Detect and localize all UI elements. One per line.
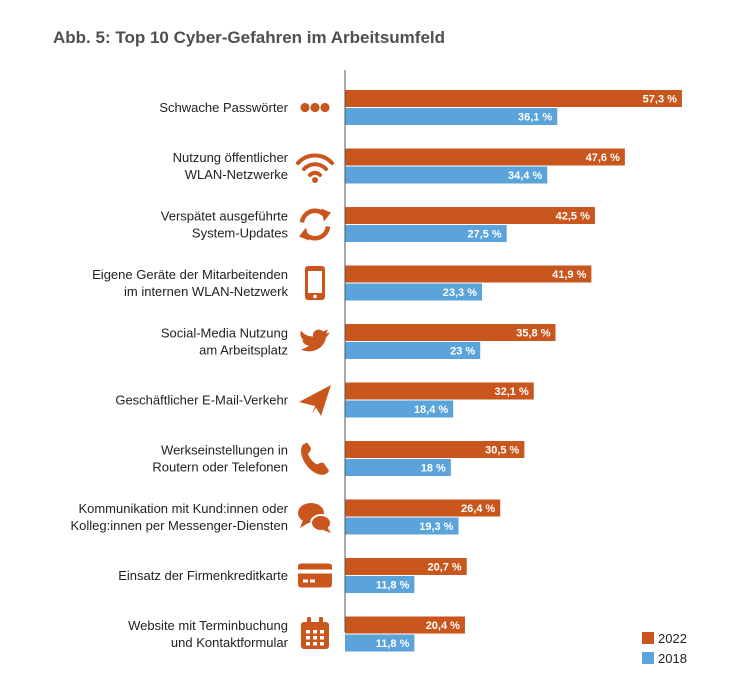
- calendar-icon: [301, 617, 329, 649]
- value-label: 18 %: [421, 463, 446, 475]
- bar-2018: [345, 166, 548, 184]
- value-label: 34,4 %: [508, 170, 542, 182]
- bar-2022: [345, 382, 534, 400]
- bar-2022: [345, 148, 625, 166]
- category-label: Schwache Passwörter: [159, 100, 288, 115]
- value-label: 11,8 %: [376, 580, 410, 592]
- bar-2018: [345, 283, 483, 301]
- value-label: 19,3 %: [419, 521, 453, 533]
- smartphone-icon: [305, 266, 325, 300]
- bar-2022: [345, 90, 682, 107]
- value-label: 27,5 %: [467, 229, 501, 241]
- value-label: 42,5 %: [556, 211, 590, 223]
- phone-icon: [301, 442, 329, 475]
- bar-2018: [345, 400, 454, 418]
- value-label: 35,8 %: [516, 328, 550, 340]
- bar-2018: [345, 517, 459, 535]
- category-label: Eigene Geräte der Mitarbeitenden im inter…: [92, 267, 288, 299]
- refresh-icon: [299, 208, 331, 241]
- value-label: 41,9 %: [552, 269, 586, 281]
- bar-2022: [345, 265, 592, 283]
- value-label: 47,6 %: [586, 152, 620, 164]
- bar-2018: [345, 108, 558, 125]
- chat-bubbles-icon: [298, 503, 332, 533]
- bar-2018: [345, 576, 415, 593]
- value-label: 20,7 %: [427, 562, 461, 574]
- bar-2018: [345, 634, 415, 652]
- wifi-icon: [296, 153, 334, 183]
- bar-2022: [345, 324, 556, 341]
- value-label: 36,1 %: [518, 112, 552, 124]
- value-label: 23,3 %: [443, 287, 477, 299]
- value-label: 57,3 %: [643, 94, 677, 106]
- credit-card-icon: [298, 563, 332, 588]
- category-label: Geschäftlicher E-Mail-Verkehr: [115, 393, 288, 408]
- category-label: Werkseinstellungen in Routern oder Telefo…: [152, 443, 288, 475]
- legend-label-2018: 2018: [658, 651, 687, 666]
- bar-2018: [345, 459, 451, 476]
- category-label: Social-Media Nutzung am Arbeitsplatz: [161, 326, 288, 358]
- category-label: Einsatz der Firmenkreditkarte: [118, 568, 288, 583]
- bar-2022: [345, 616, 465, 634]
- bar-2022: [345, 558, 467, 575]
- value-label: 11,8 %: [376, 638, 410, 650]
- twitter-icon: [300, 329, 330, 352]
- category-label: Kommunikation mit Kund:innen oder Kolleg:…: [70, 501, 288, 533]
- category-label: Website mit Terminbuchung und Kontaktform…: [128, 618, 289, 650]
- bar-2022: [345, 499, 501, 517]
- value-label: 20,4 %: [426, 620, 460, 632]
- chart-title: Abb. 5: Top 10 Cyber-Gefahren im Arbeits…: [53, 28, 446, 47]
- bar-2022: [345, 441, 525, 458]
- value-label: 32,1 %: [494, 386, 528, 398]
- value-label: 23 %: [450, 346, 475, 358]
- category-label: Verspätet ausgeführte System-Updates: [161, 209, 289, 241]
- value-label: 26,4 %: [461, 503, 495, 515]
- legend-swatch-2022: [642, 632, 654, 644]
- category-label: Nutzung öffentlicher WLAN-Netzwerke: [173, 150, 289, 182]
- paper-plane-icon: [299, 385, 331, 416]
- legend-swatch-2018: [642, 652, 654, 664]
- bar-2018: [345, 225, 507, 242]
- legend-label-2022: 2022: [658, 631, 687, 646]
- dots-icon: [300, 102, 330, 113]
- value-label: 18,4 %: [414, 404, 448, 416]
- value-label: 30,5 %: [485, 445, 519, 457]
- bar-2022: [345, 207, 595, 224]
- bar-2018: [345, 342, 481, 359]
